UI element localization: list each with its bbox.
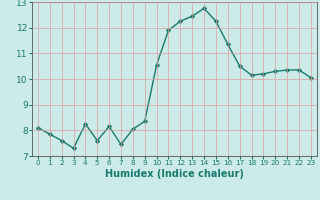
X-axis label: Humidex (Indice chaleur): Humidex (Indice chaleur) [105, 169, 244, 179]
